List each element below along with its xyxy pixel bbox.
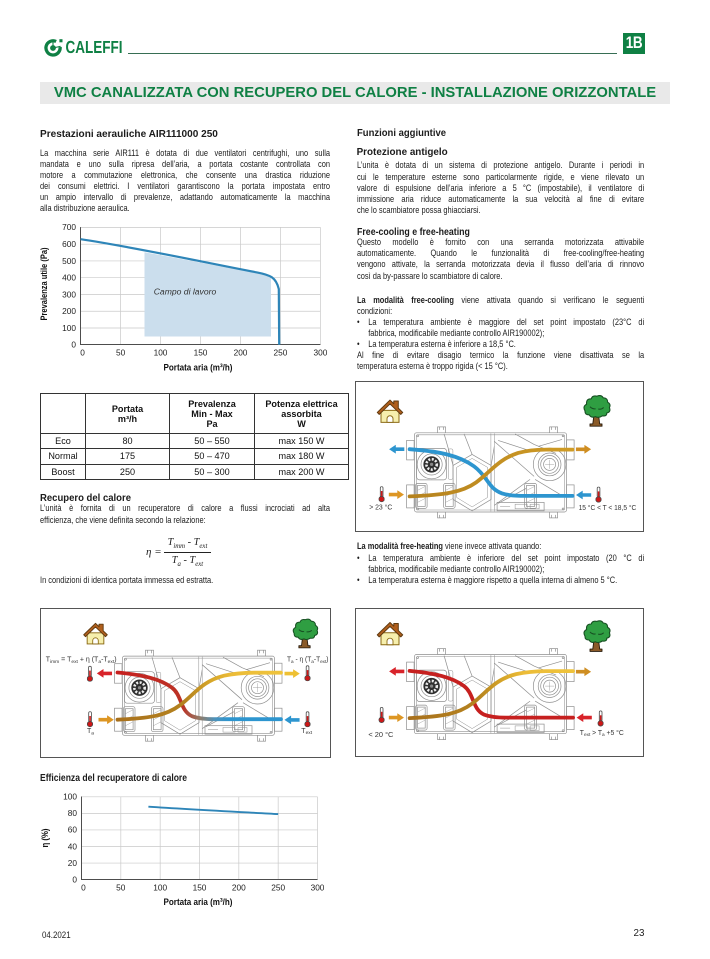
svg-text:Campo di lavoro: Campo di lavoro: [154, 287, 217, 297]
svg-text:300: 300: [62, 289, 76, 299]
svg-text:Text: Text: [301, 728, 312, 736]
svg-text:0: 0: [80, 348, 85, 358]
svg-text:100: 100: [63, 792, 77, 802]
svg-text:0: 0: [81, 882, 86, 892]
svg-text:50: 50: [116, 348, 126, 358]
svg-text:250: 250: [273, 348, 287, 358]
svg-text:250: 250: [271, 882, 285, 892]
svg-text:Prevalenza utile (Pa): Prevalenza utile (Pa): [38, 248, 49, 321]
svg-text:200: 200: [234, 348, 248, 358]
svg-text:0: 0: [72, 874, 77, 884]
svg-text:600: 600: [62, 239, 76, 249]
svg-text:η (%): η (%): [39, 829, 50, 848]
svg-text:100: 100: [62, 323, 76, 333]
svg-text:300: 300: [311, 882, 325, 892]
svg-text:20: 20: [68, 858, 78, 868]
svg-text:400: 400: [62, 273, 76, 283]
svg-text:40: 40: [68, 841, 78, 851]
svg-text:Text > Ta +5 °C: Text > Ta +5 °C: [579, 729, 623, 738]
svg-text:0: 0: [71, 340, 76, 350]
svg-text:300: 300: [313, 348, 327, 358]
svg-text:200: 200: [62, 306, 76, 316]
svg-text:60: 60: [68, 825, 78, 835]
svg-text:100: 100: [153, 882, 167, 892]
svg-text:> 23 °C: > 23 °C: [369, 503, 392, 511]
svg-text:150: 150: [193, 882, 207, 892]
svg-text:Portata aria (m³/h): Portata aria (m³/h): [164, 362, 233, 373]
svg-text:15 °C < T < 18,5 °C: 15 °C < T < 18,5 °C: [578, 503, 636, 511]
svg-text:< 20 °C: < 20 °C: [368, 731, 393, 739]
svg-text:100: 100: [154, 348, 168, 358]
svg-text:Ta - η (Ta-Text): Ta - η (Ta-Text): [287, 656, 329, 664]
svg-text:50: 50: [116, 882, 126, 892]
svg-text:200: 200: [232, 882, 246, 892]
svg-text:Timm = Text + η (Ta-Text): Timm = Text + η (Ta-Text): [46, 656, 117, 664]
svg-text:80: 80: [68, 808, 78, 818]
svg-text:Portata aria (m³/h): Portata aria (m³/h): [164, 896, 233, 907]
svg-text:150: 150: [194, 348, 208, 358]
svg-text:500: 500: [62, 256, 76, 266]
svg-text:700: 700: [62, 222, 76, 232]
svg-text:Ta: Ta: [87, 728, 94, 736]
